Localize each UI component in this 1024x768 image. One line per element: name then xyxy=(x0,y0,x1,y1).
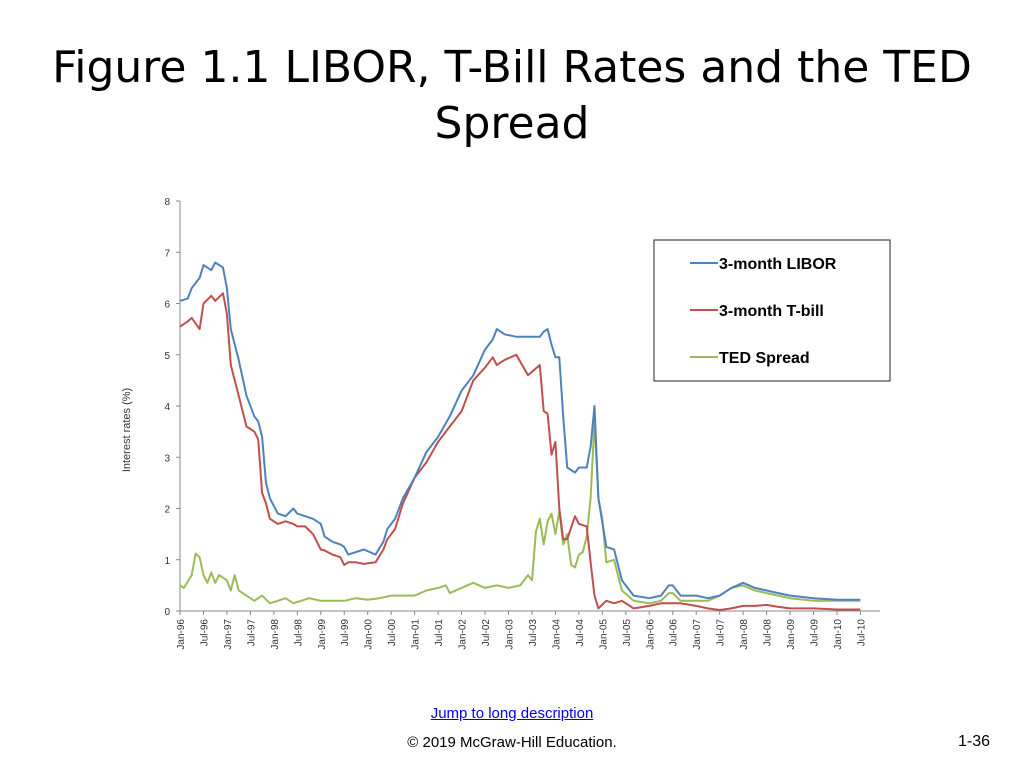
x-tick-label: Jul-08 xyxy=(763,619,774,647)
x-tick-label: Jul-09 xyxy=(810,619,821,647)
series-line-ted-spread xyxy=(179,420,861,605)
x-tick-label: Jul-06 xyxy=(669,619,680,647)
x-tick-label: Jul-02 xyxy=(481,619,492,647)
x-tick-label: Jul-10 xyxy=(856,619,867,647)
x-tick-label: Jan-01 xyxy=(411,619,422,650)
y-axis: 0 1 2 3 4 5 6 7 8 xyxy=(164,197,181,618)
long-description-link[interactable]: Jump to long description xyxy=(430,705,594,722)
x-axis: Jan-96 Jul-96 Jan-97 Jul-97 Jan-98 Jul-98 Jan-… xyxy=(176,610,880,650)
y-tick-label: 6 xyxy=(164,300,170,311)
x-tick-label: Jul-97 xyxy=(246,619,257,647)
x-tick-label: Jan-98 xyxy=(270,619,281,650)
x-tick-label: Jan-99 xyxy=(317,619,328,650)
y-axis-label: Interest rates (%) xyxy=(121,388,133,472)
legend-label-tbill: 3-month T-bill xyxy=(719,303,824,320)
x-tick-label: Jan-97 xyxy=(223,619,234,650)
legend-label-libor: 3-month LIBOR xyxy=(719,256,837,273)
x-tick-label: Jul-99 xyxy=(340,619,351,647)
series-line-3-month-libor xyxy=(179,261,861,601)
y-tick-label: 3 xyxy=(164,453,170,464)
x-tick-label: Jan-10 xyxy=(833,619,844,650)
x-tick-label: Jul-03 xyxy=(528,619,539,647)
y-tick-label: 5 xyxy=(164,351,170,362)
copyright-text: © 2019 McGraw-Hill Education. xyxy=(407,734,617,751)
x-tick-label: Jan-07 xyxy=(692,619,703,650)
x-tick-label: Jan-96 xyxy=(176,619,187,650)
x-tick-label: Jan-08 xyxy=(739,619,750,650)
legend: 3-month LIBOR 3-month T-bill TED Spread xyxy=(653,239,891,382)
y-tick-label: 8 xyxy=(164,197,170,208)
x-tick-label: Jan-09 xyxy=(786,619,797,650)
slide-title: Figure 1.1 LIBOR, T-Bill Rates and the T… xyxy=(52,42,972,149)
x-tick-label: Jul-05 xyxy=(622,619,633,647)
x-tick-label: Jan-04 xyxy=(551,619,562,650)
series-line-3-month-t-bill xyxy=(179,292,861,611)
y-tick-label: 7 xyxy=(164,248,170,259)
x-tick-label: Jul-96 xyxy=(199,619,210,647)
legend-label-ted: TED Spread xyxy=(719,350,810,367)
x-tick-label: Jan-02 xyxy=(458,619,469,650)
x-tick-label: Jan-00 xyxy=(364,619,375,650)
page-number: 1-36 xyxy=(957,733,990,750)
x-tick-label: Jan-03 xyxy=(504,619,515,650)
x-tick-label: Jul-04 xyxy=(575,619,586,647)
x-tick-label: Jul-07 xyxy=(716,619,727,647)
x-tick-label: Jul-00 xyxy=(387,619,398,647)
x-tick-label: Jul-01 xyxy=(434,619,445,647)
x-tick-label: Jan-05 xyxy=(598,619,609,650)
y-tick-label: 1 xyxy=(164,556,170,567)
x-tick-label: Jul-98 xyxy=(293,619,304,647)
y-tick-label: 0 xyxy=(164,607,170,618)
series-layer xyxy=(179,261,861,611)
x-tick-label: Jan-06 xyxy=(645,619,656,650)
y-tick-label: 4 xyxy=(164,402,170,413)
y-tick-label: 2 xyxy=(164,505,170,516)
